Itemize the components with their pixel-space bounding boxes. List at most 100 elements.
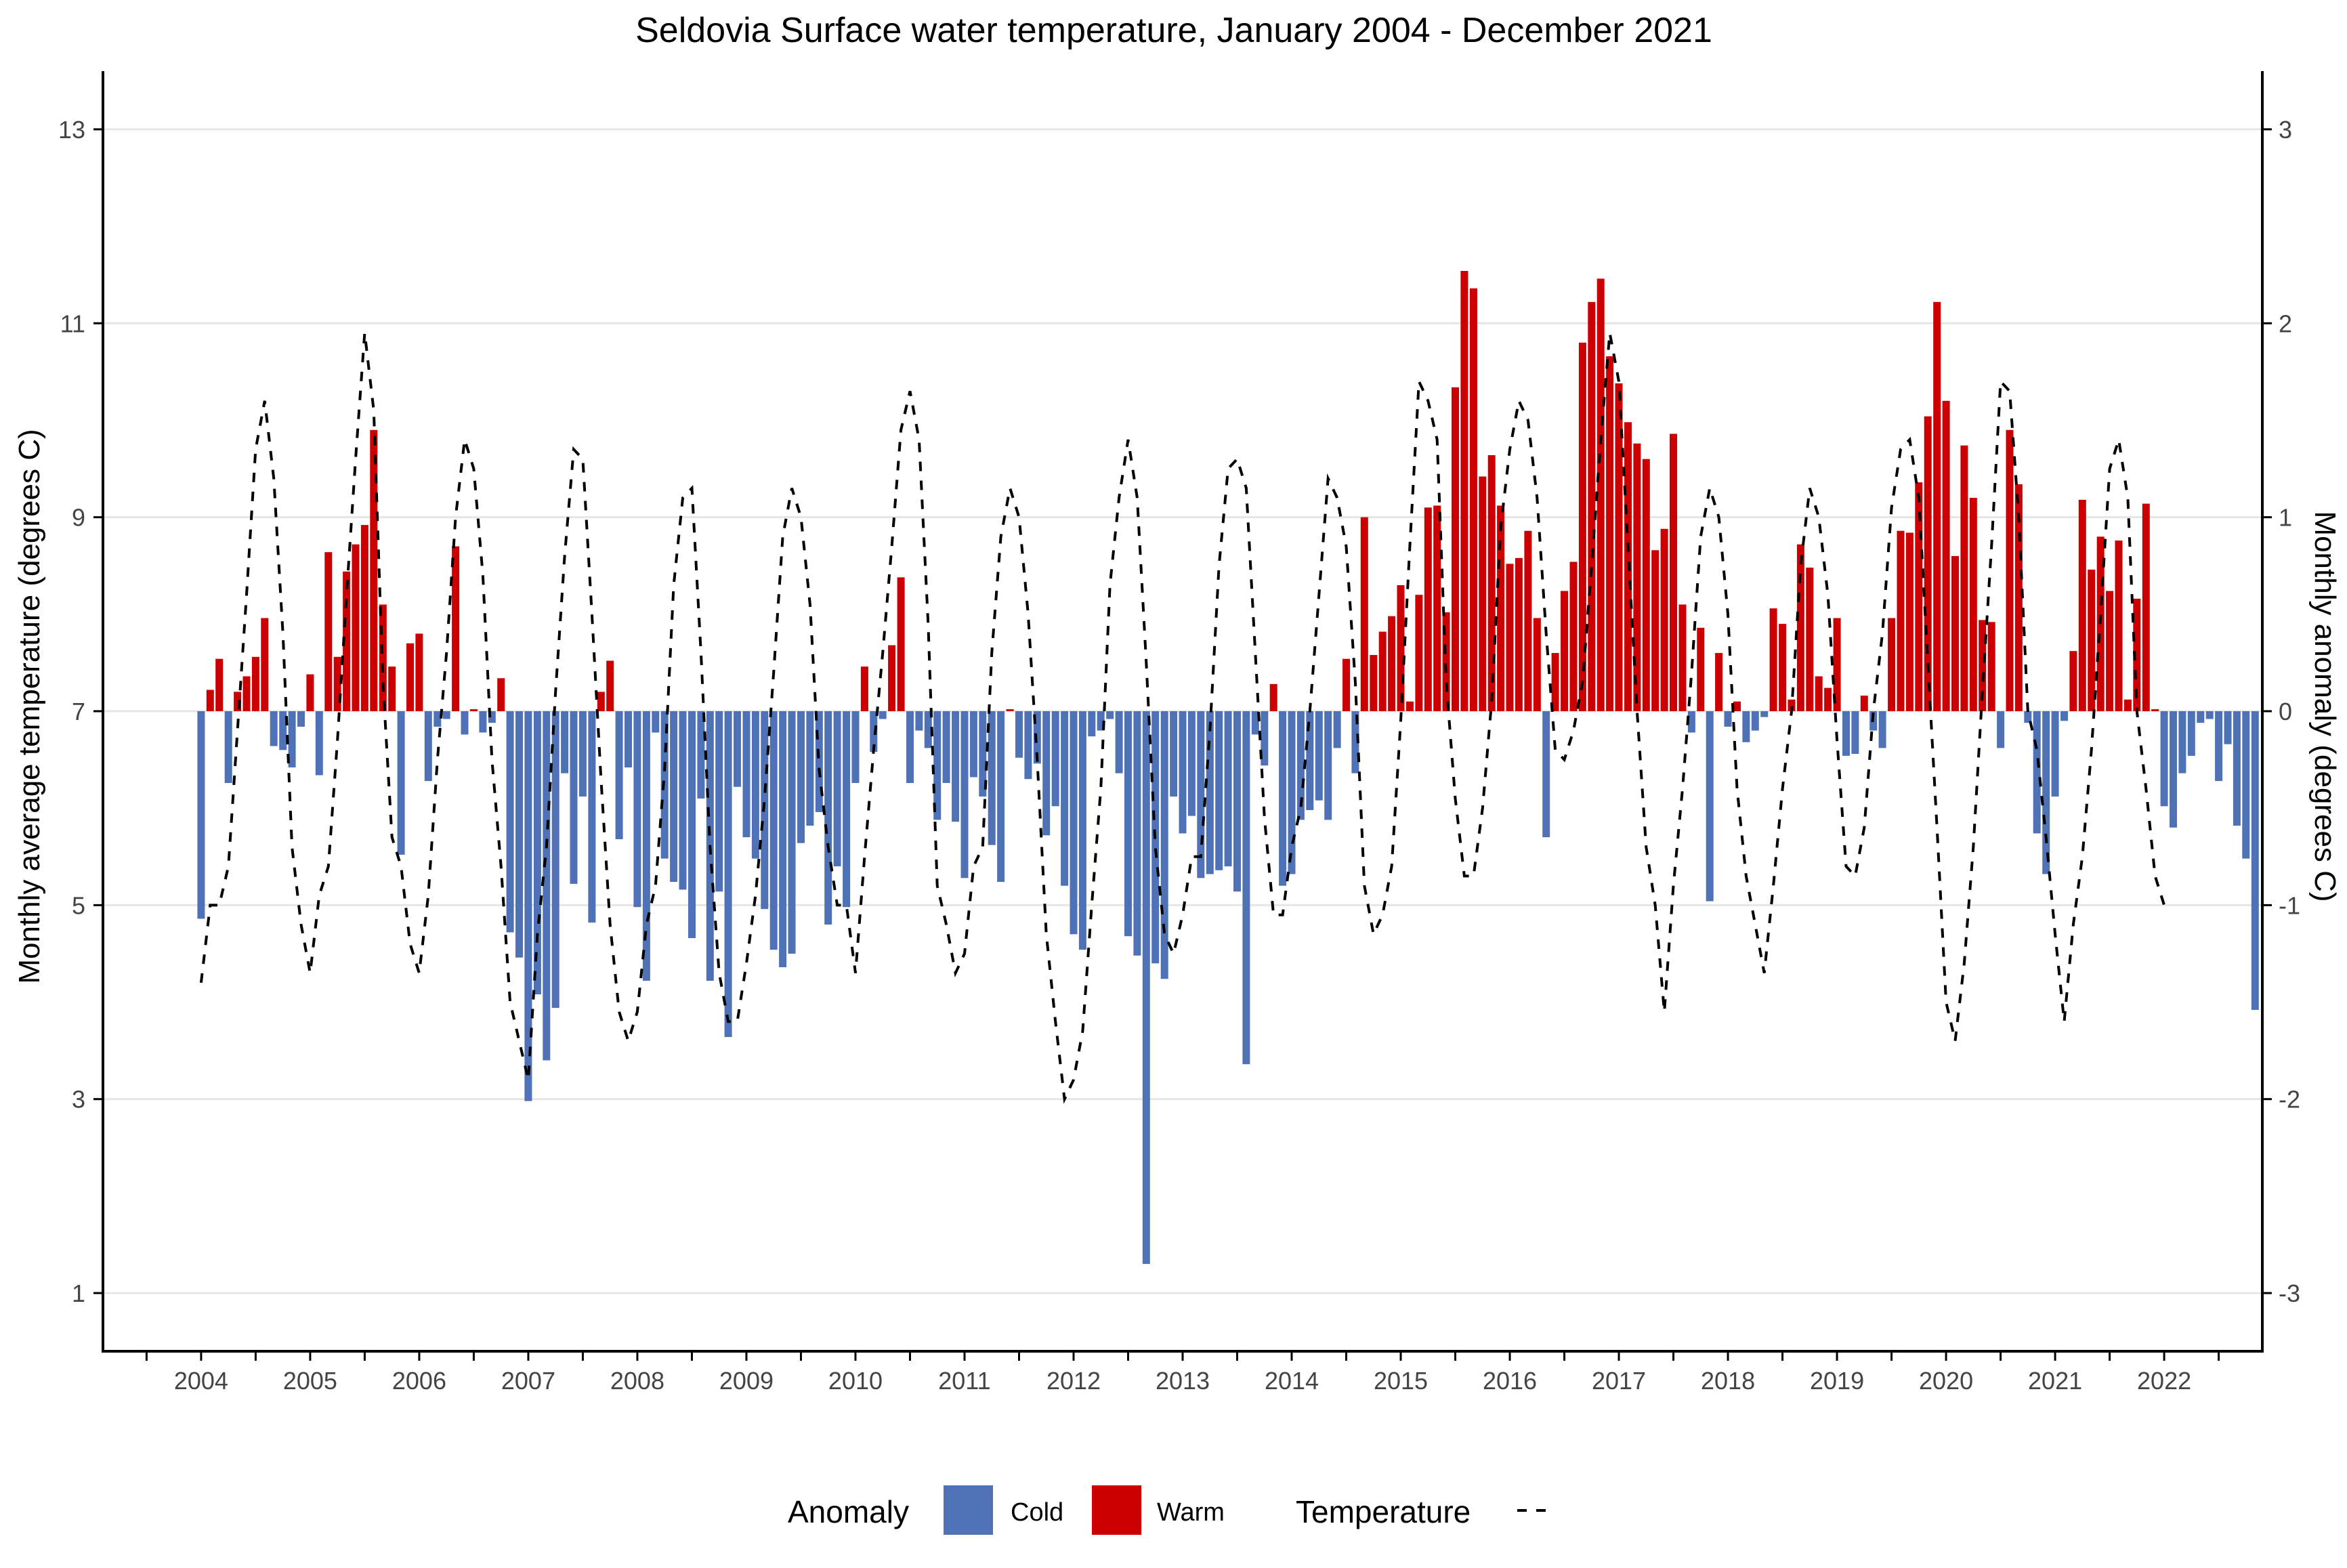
anomaly-bar <box>2042 711 2050 874</box>
anomaly-bar <box>2060 711 2068 721</box>
y2-tick-label: -2 <box>2279 1086 2300 1114</box>
x-tick-label: 2006 <box>392 1367 446 1395</box>
anomaly-bar <box>1751 711 1759 731</box>
anomaly-bar <box>1170 711 1178 797</box>
y2-tick-label: 1 <box>2279 504 2292 532</box>
anomaly-bar <box>697 711 705 799</box>
anomaly-bar <box>1033 711 1041 764</box>
anomaly-bar <box>642 711 650 981</box>
anomaly-bar <box>415 633 423 711</box>
anomaly-bar <box>734 711 741 787</box>
anomaly-bar <box>1615 383 1623 711</box>
anomaly-bar <box>988 711 996 845</box>
anomaly-bar <box>1206 711 1214 874</box>
anomaly-bar <box>1442 612 1450 711</box>
anomaly-bar <box>652 711 660 733</box>
anomaly-bar <box>1070 711 1078 935</box>
y-tick-label: 1 <box>72 1279 85 1307</box>
anomaly-bar <box>352 544 360 711</box>
legend-cold-swatch <box>944 1485 993 1535</box>
anomaly-bar <box>2014 484 2023 711</box>
anomaly-bar <box>2160 711 2168 807</box>
anomaly-bar <box>1506 564 1514 711</box>
anomaly-bar <box>370 429 378 711</box>
anomaly-bar <box>2024 711 2032 723</box>
anomaly-bar <box>2078 499 2086 711</box>
anomaly-bar <box>1288 711 1296 874</box>
anomaly-bar <box>1397 585 1405 711</box>
anomaly-bar <box>2133 598 2141 711</box>
anomaly-bar <box>1551 653 1559 711</box>
x-tick-label: 2008 <box>610 1367 664 1395</box>
anomaly-bar <box>1015 711 1023 758</box>
anomaly-bar <box>797 711 805 843</box>
anomaly-bar <box>2151 709 2159 711</box>
y2-tick-label: -1 <box>2279 891 2300 919</box>
y2-tick-label: 0 <box>2279 698 2292 725</box>
anomaly-bar <box>434 711 442 727</box>
anomaly-bar <box>960 711 969 878</box>
anomaly-bar <box>1315 711 1323 801</box>
anomaly-bar <box>597 692 605 711</box>
anomaly-bar <box>1524 530 1532 711</box>
anomaly-bar <box>343 571 351 711</box>
anomaly-bar <box>1279 711 1287 886</box>
anomaly-bar <box>543 711 551 1061</box>
anomaly-bar <box>942 711 950 783</box>
anomaly-bar <box>1788 699 1796 711</box>
legend-anomaly-title: Anomaly <box>788 1494 909 1529</box>
anomaly-bar <box>570 711 578 884</box>
anomaly-bar <box>1796 544 1804 711</box>
anomaly-bar <box>1842 711 1850 756</box>
anomaly-bar <box>1497 505 1505 711</box>
anomaly-bar <box>969 711 977 778</box>
anomaly-bar <box>306 674 314 711</box>
anomaly-bar <box>1251 711 1259 735</box>
anomaly-bar <box>2142 503 2150 711</box>
anomaly-bar <box>1815 676 1823 711</box>
x-tick-label: 2015 <box>1374 1367 1428 1395</box>
anomaly-bar <box>1006 709 1014 711</box>
anomaly-bar <box>615 711 623 839</box>
anomaly-bar <box>1769 608 1777 711</box>
anomaly-bar <box>1833 618 1841 711</box>
anomaly-bar <box>2069 651 2077 711</box>
anomaly-bar <box>1078 711 1086 950</box>
y-tick-label: 5 <box>72 891 85 919</box>
anomaly-bar <box>915 711 923 731</box>
anomaly-bar <box>288 711 296 767</box>
anomaly-bar <box>1324 711 1332 820</box>
x-tick-label: 2007 <box>501 1367 555 1395</box>
anomaly-bar <box>1342 658 1350 711</box>
legend: Anomaly Cold Warm Temperature <box>788 1485 1555 1535</box>
anomaly-bar <box>242 676 251 711</box>
legend-warm-swatch <box>1092 1485 1141 1535</box>
anomaly-bar <box>906 711 914 783</box>
anomaly-bar <box>933 711 942 820</box>
anomaly-bar <box>1460 271 1468 711</box>
anomaly-bar <box>924 711 932 748</box>
anomaly-bar <box>1106 711 1114 719</box>
anomaly-bar <box>606 660 614 711</box>
anomaly-bar <box>1469 288 1477 711</box>
anomaly-bar <box>1533 618 1541 711</box>
temperature-line <box>199 333 2166 1104</box>
anomaly-bar <box>742 711 750 838</box>
anomaly-bar <box>379 604 387 711</box>
anomaly-bar <box>670 711 678 882</box>
anomaly-bar <box>234 692 242 711</box>
anomaly-bar <box>251 656 259 711</box>
anomaly-bar <box>2251 711 2259 1010</box>
anomaly-bar <box>1687 711 1695 733</box>
anomaly-bar <box>1733 701 1741 711</box>
anomaly-bar <box>551 711 559 1009</box>
anomaly-bar <box>1479 476 1487 711</box>
y2-axis-label: Monthly anomaly (degrees C) <box>2308 511 2342 902</box>
anomaly-bar <box>769 711 778 950</box>
anomaly-bar <box>1124 711 1132 937</box>
anomaly-bar <box>1760 711 1769 717</box>
anomaly-bar <box>1878 711 1886 748</box>
anomaly-bar <box>2170 711 2177 828</box>
anomaly-bar <box>1915 482 1923 711</box>
